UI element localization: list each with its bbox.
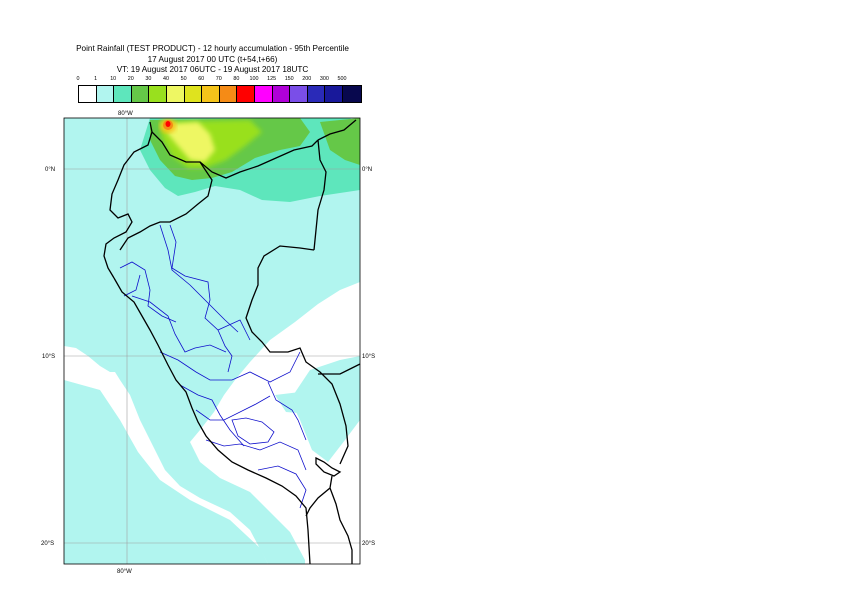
rainfall-field (64, 118, 360, 564)
border-ecuador-peru (119, 161, 213, 251)
legend-tick-label: 1 (94, 76, 98, 82)
legend-tick-label: 70 (215, 76, 222, 82)
region-boundary-coast-2 (131, 295, 227, 353)
lat-label-20-right: 20°S (362, 541, 375, 547)
region-boundary-south-1 (205, 439, 307, 471)
legend-swatch (114, 86, 132, 102)
region-boundary-north-3 (217, 329, 233, 373)
legend-swatch (290, 86, 308, 102)
legend-swatch (96, 86, 115, 102)
lat-label-20-left: 20°S (41, 541, 54, 547)
legend-tick-label: 500 (337, 76, 347, 82)
lat-label-0-left: 0°N (45, 167, 55, 173)
lake-titicaca (315, 456, 342, 477)
region-boundary-north (159, 224, 239, 333)
legend-tick-label: 50 (180, 76, 187, 82)
region-boundary-coast-1 (119, 261, 177, 323)
map-frame (63, 117, 361, 565)
legend-tick-label: 150 (284, 76, 294, 82)
region-boundary-central-3 (195, 395, 271, 421)
region-boundary-south-4 (267, 381, 307, 441)
legend-tick-label: 20 (127, 76, 134, 82)
border-bolivia-east (318, 363, 361, 375)
legend-tick-label: 80 (233, 76, 240, 82)
lat-label-10-right: 10°S (362, 354, 375, 360)
region-boundary-central-2 (179, 384, 245, 447)
legend-tick-label: 125 (267, 76, 277, 82)
color-legend: 0 1 10 20 30 40 50 60 70 80 100 125 150 200 300 500 (76, 76, 362, 103)
legend-swatch (79, 86, 97, 102)
rain-area-light-inland (275, 392, 318, 414)
legend-swatch (237, 86, 255, 102)
border-peru-brazil (245, 245, 349, 465)
legend-swatch (131, 86, 150, 102)
lon-label-top: 80°W (118, 111, 133, 117)
border-peru-bolivia-chile (305, 475, 353, 564)
region-boundary-central-1 (159, 351, 301, 383)
chart-title-block: Point Rainfall (TEST PRODUCT) - 12 hourl… (0, 44, 425, 76)
lat-label-0-right: 0°N (362, 167, 372, 173)
legend-swatch (307, 86, 326, 102)
legend-tick-label: 10 (110, 76, 117, 82)
legend-swatch (272, 86, 291, 102)
rain-area-40 (168, 122, 215, 162)
title-line-1: Point Rainfall (TEST PRODUCT) - 12 hourl… (76, 44, 349, 53)
lat-label-10-left: 10°S (42, 354, 55, 360)
region-boundary-north-2 (123, 274, 141, 297)
legend-swatch (149, 86, 167, 102)
rain-area-light-sea-south (64, 380, 268, 564)
rain-area-light (64, 118, 360, 564)
region-boundaries (119, 224, 307, 509)
legend-tick-label: 100 (249, 76, 259, 82)
title-line-3: VT: 19 August 2017 06UTC - 19 August 201… (116, 65, 309, 75)
border-colombia-brazil (313, 119, 357, 251)
legend-swatch (166, 86, 185, 102)
legend-tick-row: 0 1 10 20 30 40 50 60 70 80 100 125 150 200 300 500 (76, 76, 348, 84)
region-boundary-south-3 (257, 465, 307, 509)
legend-tick-label: 0 (76, 76, 80, 82)
legend-tick-label: 200 (302, 76, 312, 82)
legend-swatch (342, 86, 361, 102)
legend-tick-label: 40 (163, 76, 169, 82)
coastline-ecuador (103, 121, 153, 279)
legend-swatch (202, 86, 220, 102)
legend-color-bar (78, 85, 362, 103)
border-ecuador-peru-colombia (151, 131, 319, 179)
graticule (64, 118, 360, 564)
legend-tick-label: 60 (198, 76, 205, 82)
coastline-peru (113, 277, 311, 565)
title-line-2: 17 August 2017 00 UTC (t+54,t+66) (147, 54, 278, 64)
legend-swatch (325, 86, 343, 102)
legend-tick-label: 300 (319, 76, 329, 82)
coastlines-borders (103, 119, 361, 565)
lon-label-bottom: 80°W (117, 569, 132, 575)
region-boundary-south-2 (231, 417, 275, 445)
legend-tick-label: 30 (145, 76, 152, 82)
legend-swatch (184, 86, 203, 102)
rain-area-20-east (320, 118, 360, 165)
rain-area-80 (165, 121, 171, 127)
rain-area-light-east (290, 356, 360, 462)
legend-swatch (219, 86, 238, 102)
legend-swatch (254, 86, 273, 102)
region-boundary-loreto-west (169, 224, 251, 341)
